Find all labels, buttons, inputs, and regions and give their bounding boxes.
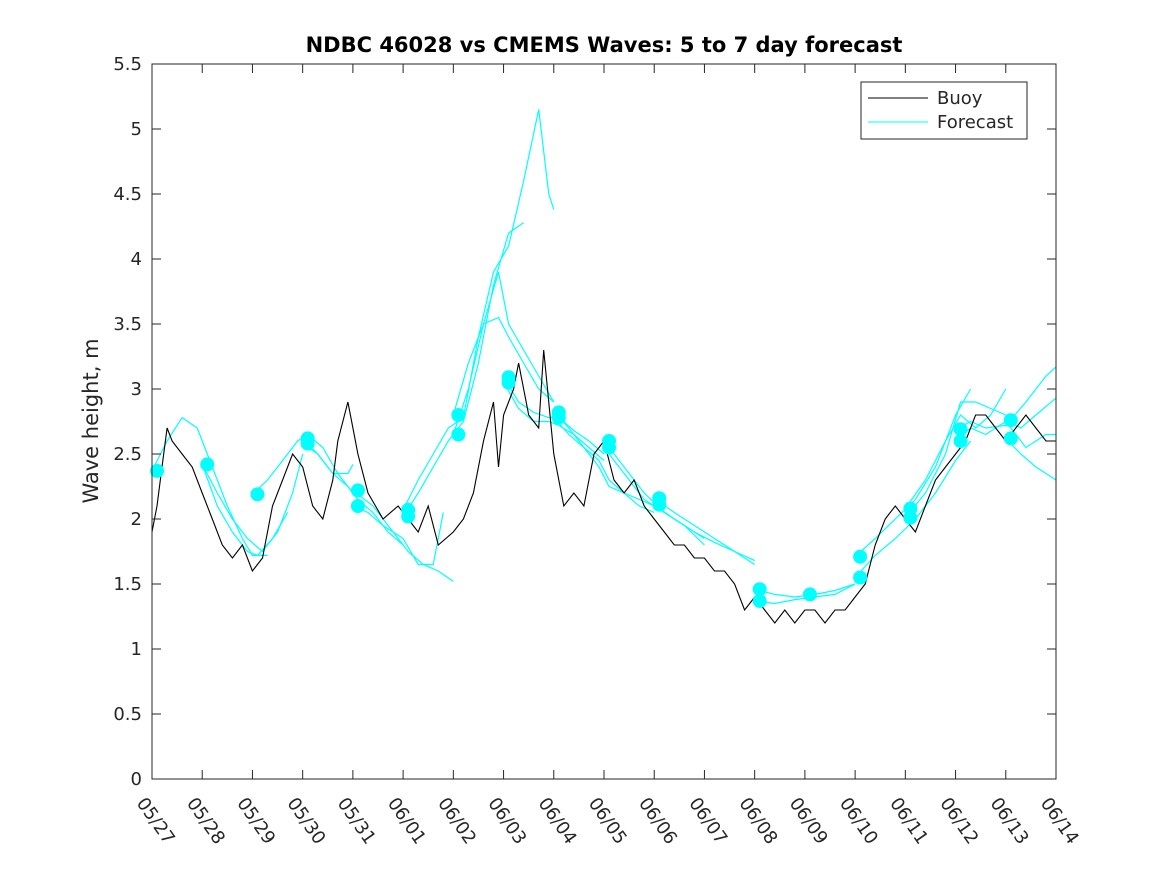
forecast-marker (401, 502, 416, 517)
forecast-marker (551, 410, 566, 425)
forecast-line (452, 316, 555, 416)
forecast-marker (350, 499, 365, 513)
forecast-marker (953, 434, 968, 448)
forecast-line (553, 411, 655, 507)
x-tick-label: 06/01 (383, 794, 430, 849)
forecast-marker (150, 463, 165, 478)
x-tick-label: 06/03 (483, 794, 530, 849)
x-tick-label: 06/06 (634, 794, 681, 849)
forecast-marker (350, 483, 365, 498)
forecast-marker (300, 431, 315, 446)
forecast-line (352, 489, 454, 582)
forecast-marker (200, 457, 215, 472)
y-tick-label: 0 (131, 769, 142, 790)
buoy-series-line (151, 349, 1056, 624)
x-tick-label: 06/11 (885, 794, 932, 849)
x-tick-label: 05/27 (132, 794, 179, 849)
y-tick-label: 4.5 (113, 184, 142, 205)
forecast-line (904, 388, 1007, 509)
forecast-line (402, 109, 555, 511)
forecast-line (503, 382, 605, 461)
y-axis: 0 0.5 1 1.5 2 2.5 3 3.5 4 4.5 5 5.5 (113, 54, 1056, 790)
y-tick-label: 5.5 (113, 54, 142, 75)
forecast-line (201, 453, 304, 553)
forecast-marker (853, 549, 868, 564)
x-tick-label: 06/14 (1036, 794, 1083, 849)
legend-forecast-label: Forecast (937, 112, 1013, 133)
forecast-line (955, 366, 1057, 430)
forecast-line (904, 401, 1007, 519)
forecast-line (452, 271, 555, 435)
y-tick-label: 3 (131, 379, 142, 400)
forecast-line (201, 464, 289, 557)
forecast-marker (853, 570, 868, 585)
x-tick-label: 06/04 (534, 794, 581, 849)
plot-area (150, 63, 1057, 780)
forecast-marker (1003, 431, 1018, 446)
y-tick-label: 4 (131, 249, 142, 270)
forecast-marker (752, 593, 767, 608)
y-axis-label: Wave height, m (79, 338, 103, 503)
x-tick-label: 06/10 (835, 794, 882, 849)
x-tick-label: 06/02 (433, 794, 480, 849)
y-tick-label: 5 (131, 119, 142, 140)
legend-buoy-label: Buoy (937, 88, 983, 109)
forecast-marker (602, 440, 617, 455)
forecast-marker (1003, 413, 1018, 428)
chart-title: NDBC 46028 vs CMEMS Waves: 5 to 7 day fo… (306, 33, 903, 57)
forecast-line (854, 388, 972, 558)
x-tick-label: 05/29 (232, 794, 279, 849)
y-tick-label: 3.5 (113, 314, 142, 335)
forecast-marker (802, 587, 817, 602)
x-tick-label: 06/12 (935, 794, 982, 849)
x-tick-label: 06/09 (785, 794, 832, 849)
forecast-marker (451, 427, 466, 442)
x-tick-label: 05/31 (333, 794, 380, 849)
y-tick-label: 1.5 (113, 574, 142, 595)
buoy-line (151, 349, 1056, 624)
forecast-line (653, 504, 756, 566)
legend-box (860, 81, 1028, 140)
y-tick-label: 2 (131, 509, 142, 530)
forecast-marker (501, 370, 516, 385)
forecast-marker (451, 408, 466, 422)
x-tick-label: 06/05 (584, 794, 631, 849)
y-tick-label: 1 (131, 639, 142, 660)
x-tick-label: 06/07 (684, 794, 731, 849)
forecast-marker (953, 422, 968, 437)
y-tick-label: 2.5 (113, 444, 142, 465)
forecast-markers (150, 370, 1018, 608)
x-tick-label: 06/08 (735, 794, 782, 849)
forecast-line (553, 417, 655, 514)
forecast-line (352, 505, 444, 566)
forecast-marker (903, 501, 918, 516)
forecast-marker (752, 582, 767, 597)
forecast-line (402, 222, 524, 517)
y-tick-label: 0.5 (113, 704, 142, 725)
legend: Buoy Forecast (860, 81, 1028, 140)
x-tick-label: 06/13 (986, 794, 1033, 849)
forecast-marker (250, 487, 265, 502)
x-tick-label: 05/30 (283, 794, 330, 849)
forecast-line (302, 437, 354, 475)
plot-background (152, 64, 1056, 779)
forecast-line (1005, 437, 1057, 481)
x-tick-label: 05/28 (182, 794, 229, 849)
forecast-marker (652, 497, 667, 512)
